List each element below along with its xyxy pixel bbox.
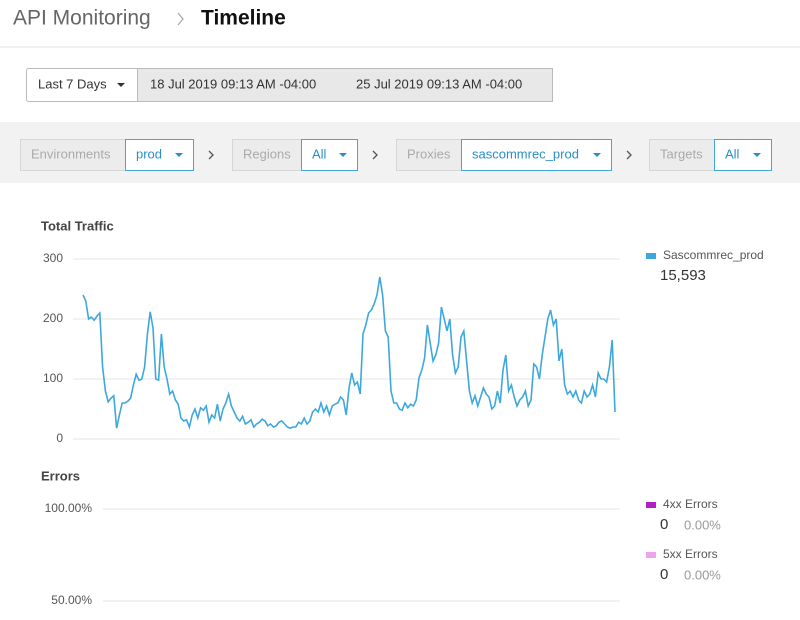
dropdown-caret <box>753 153 761 157</box>
legend-total: 15,593 <box>660 267 706 284</box>
legend-swatch <box>646 502 656 508</box>
filter-select[interactable] <box>301 139 358 171</box>
date-range[interactable] <box>137 68 553 102</box>
y-tick-label: 0 <box>56 431 63 445</box>
filter-value[interactable]: sascommrec_prod <box>472 146 579 161</box>
filter-label-box <box>649 139 715 171</box>
legend-total: 0 <box>660 516 668 533</box>
filter-label: Environments <box>31 146 111 161</box>
legend-label[interactable]: 4xx Errors <box>663 497 718 511</box>
legend-swatch <box>646 552 656 558</box>
filter-chevron <box>626 150 632 160</box>
y-tick-label: 300 <box>43 251 63 265</box>
filter-value[interactable]: prod <box>136 146 162 161</box>
date-end: 25 Jul 2019 09:13 AM -04:00 <box>356 76 522 91</box>
legend-percent: 0.00% <box>684 567 721 582</box>
filter-label-box <box>20 139 126 171</box>
chart-title: Errors <box>41 468 80 483</box>
dropdown-caret <box>175 153 183 157</box>
breadcrumb-parent[interactable]: API Monitoring <box>13 7 151 30</box>
legend-percent: 0.00% <box>684 517 721 532</box>
filter-label-box <box>232 139 302 171</box>
date-start: 18 Jul 2019 09:13 AM -04:00 <box>150 76 316 91</box>
filter-label: Regions <box>243 146 291 161</box>
legend-total: 0 <box>660 566 668 583</box>
legend-swatch <box>646 253 656 259</box>
filter-select[interactable] <box>125 139 194 171</box>
dropdown-caret <box>117 83 125 87</box>
filter-label-box <box>396 139 462 171</box>
filter-select[interactable] <box>714 139 772 171</box>
y-tick-label: 200 <box>43 311 63 325</box>
page-title: Timeline <box>201 7 286 30</box>
legend-label[interactable]: Sascommrec_prod <box>663 248 764 262</box>
filter-label: Proxies <box>407 146 451 161</box>
dropdown-caret <box>339 153 347 157</box>
filter-label: Targets <box>660 146 703 161</box>
filter-chevron <box>372 150 378 160</box>
filter-value[interactable]: All <box>725 146 740 161</box>
filter-value[interactable]: All <box>312 146 327 161</box>
breadcrumb-separator <box>177 12 184 26</box>
dropdown-caret <box>593 153 601 157</box>
date-preset[interactable]: Last 7 Days <box>38 76 107 91</box>
y-tick-label: 50.00% <box>51 593 92 607</box>
filters: Environments prod Regions All Proxies sascomm… <box>20 139 772 171</box>
y-tick-label: 100.00% <box>45 501 93 515</box>
chart-title: Total Traffic <box>41 218 114 233</box>
filter-chevron <box>208 150 214 160</box>
filter-select[interactable] <box>461 139 612 171</box>
legend-label[interactable]: 5xx Errors <box>663 547 718 561</box>
y-tick-label: 100 <box>43 371 63 385</box>
series-line <box>82 276 616 430</box>
